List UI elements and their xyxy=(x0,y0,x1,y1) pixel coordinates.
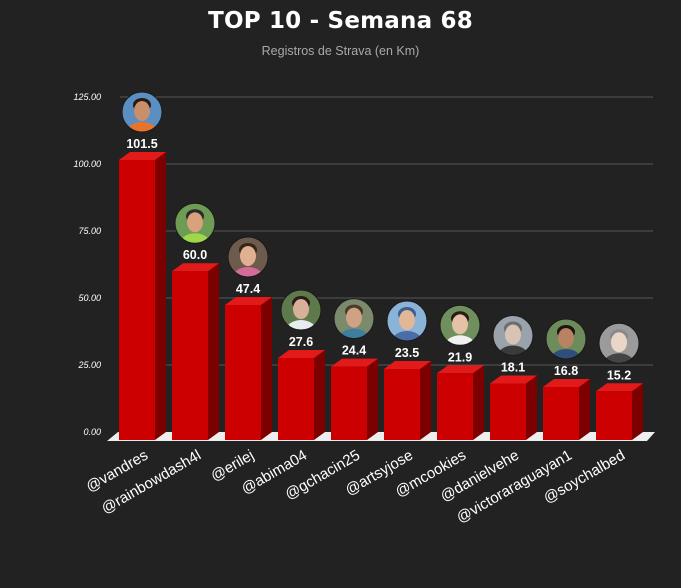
avatar-ring xyxy=(333,298,375,340)
avatar xyxy=(334,298,374,339)
y-tick-label: 100.00 xyxy=(73,159,101,169)
bar-top xyxy=(384,361,431,370)
avatar xyxy=(228,236,268,277)
avatar xyxy=(387,301,427,342)
bar-top xyxy=(278,350,325,359)
avatar xyxy=(440,305,480,346)
bar-front xyxy=(596,391,632,440)
bar-front xyxy=(437,373,473,440)
value-label: 15.2 xyxy=(607,368,631,382)
bar-5 xyxy=(331,358,378,440)
avatar-ring xyxy=(386,300,428,342)
avatar-ring xyxy=(174,202,216,244)
y-tick-label: 0.00 xyxy=(83,427,101,437)
value-label: 18.1 xyxy=(501,360,525,374)
bar-side xyxy=(261,296,272,440)
bar-top xyxy=(543,378,590,387)
value-label: 21.9 xyxy=(448,350,472,364)
bar-1 xyxy=(119,151,166,441)
avatar xyxy=(281,290,321,331)
y-tick-label: 25.00 xyxy=(77,360,101,370)
value-label: 16.8 xyxy=(554,364,578,378)
y-tick-label: 125.00 xyxy=(73,92,101,102)
value-label: 27.6 xyxy=(289,335,313,349)
bar-top xyxy=(119,151,166,160)
value-label: 60.0 xyxy=(183,248,207,262)
bar-top xyxy=(172,263,219,272)
bar-front xyxy=(490,383,526,440)
bar-side xyxy=(473,365,484,440)
avatar-ring xyxy=(492,314,534,356)
value-label: 101.5 xyxy=(126,137,157,151)
bar-side xyxy=(208,263,219,440)
bar-side xyxy=(579,378,590,440)
avatar-ring xyxy=(227,236,269,278)
bar-front xyxy=(331,366,367,440)
value-label: 24.4 xyxy=(342,344,366,358)
bar-front xyxy=(384,369,420,440)
avatar xyxy=(122,91,162,132)
bar-7 xyxy=(437,365,484,440)
chart-subtitle: Registros de Strava (en Km) xyxy=(261,44,420,58)
bar-front xyxy=(119,159,155,441)
bar-3 xyxy=(225,296,272,440)
chart-title: TOP 10 - Semana 68 xyxy=(208,8,473,34)
avatar xyxy=(493,315,533,356)
bar-4 xyxy=(278,350,325,440)
bar-front xyxy=(543,386,579,440)
bar-front xyxy=(172,271,208,440)
bar-side xyxy=(526,375,537,440)
avatar xyxy=(175,203,215,244)
avatar-ring xyxy=(545,318,587,360)
avatar xyxy=(599,323,639,364)
avatar xyxy=(546,318,586,359)
bar-6 xyxy=(384,361,431,440)
bar-front xyxy=(278,358,314,440)
bar-2 xyxy=(172,263,219,440)
value-label: 23.5 xyxy=(395,346,419,360)
bar-side xyxy=(632,383,643,440)
avatar-ring xyxy=(280,289,322,331)
bar-top xyxy=(225,296,272,305)
bar-side xyxy=(420,361,431,440)
bar-front xyxy=(225,304,261,440)
bar-9 xyxy=(543,378,590,440)
value-label: 47.4 xyxy=(236,282,260,296)
bar-top xyxy=(331,358,378,367)
avatar-ring xyxy=(439,304,481,346)
avatar-ring xyxy=(598,322,640,364)
bar-top xyxy=(490,375,537,384)
bar-top xyxy=(596,383,643,392)
bar-10 xyxy=(596,383,643,440)
bar-side xyxy=(367,358,378,440)
bar-8 xyxy=(490,375,537,440)
bar-side xyxy=(155,151,166,441)
y-tick-label: 50.00 xyxy=(78,293,101,303)
avatar-ring xyxy=(121,91,163,133)
y-tick-label: 75.00 xyxy=(78,226,101,236)
bar-top xyxy=(437,365,484,374)
bar-side xyxy=(314,350,325,440)
